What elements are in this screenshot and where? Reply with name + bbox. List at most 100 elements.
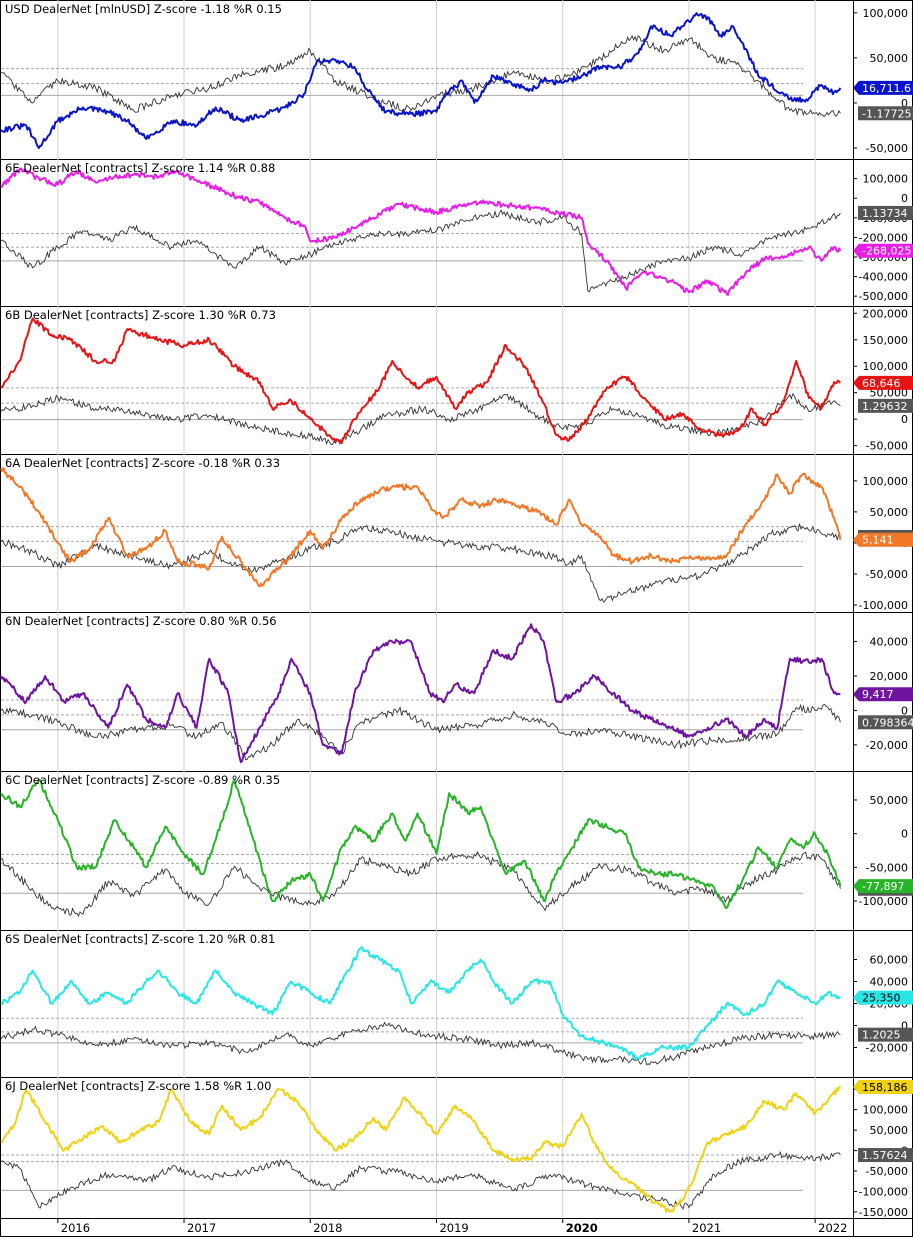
panel-6: 50,0000-50,000-100,000-0.888645-77,8976C… xyxy=(0,771,913,931)
panel-title: 6J DealerNet [contracts] Z-score 1.58 %R… xyxy=(5,1079,271,1093)
last-value-badge: 9,417 xyxy=(853,687,913,702)
y-tick-label: -400,000 xyxy=(859,271,908,284)
dealernet-series-line xyxy=(0,778,842,909)
last-value-badge-bg xyxy=(853,687,913,702)
last-value-badge-bg xyxy=(853,375,913,390)
last-value-badge: 16,711.6 xyxy=(853,80,913,95)
y-tick-label: -50,000 xyxy=(866,568,908,581)
zscore-badge-text: 1.13734 xyxy=(862,207,908,220)
y-tick-label: 50,000 xyxy=(870,506,909,519)
y-tick-label: -100,000 xyxy=(859,599,908,612)
dealernet-series-line xyxy=(0,623,841,764)
y-tick-label: -20,000 xyxy=(866,1042,908,1055)
y-tick-label: 50,000 xyxy=(870,794,909,807)
zscore-oscillator-line xyxy=(0,34,841,118)
zscore-oscillator-line xyxy=(0,392,841,446)
y-tick-label: 50,000 xyxy=(870,52,909,65)
y-tick-label: 100,000 xyxy=(863,173,909,186)
y-tick-label: 50,000 xyxy=(870,1124,909,1137)
last-value-badge-text: 9,417 xyxy=(862,688,894,701)
zscore-value-badge: 1.57624 xyxy=(858,1148,913,1163)
last-value-badge-bg xyxy=(853,80,913,95)
y-tick-label: 40,000 xyxy=(870,976,909,989)
panel-title: 6B DealerNet [contracts] Z-score 1.30 %R… xyxy=(5,308,276,322)
y-tick-label: 100,000 xyxy=(863,475,909,488)
zscore-badge-text: -1.17725 xyxy=(862,107,911,120)
y-tick-label: 0 xyxy=(901,704,908,717)
dealernet-series-line xyxy=(0,1085,842,1213)
panel-title: 6N DealerNet [contracts] Z-score 0.80 %R… xyxy=(5,614,277,628)
last-value-badge-text: 16,711.6 xyxy=(862,82,911,95)
zscore-badge-text: 0.798364 xyxy=(862,716,913,729)
y-tick-label: 150,000 xyxy=(863,334,909,347)
y-tick-label: -50,000 xyxy=(866,440,908,453)
last-value-badge: -268,025 xyxy=(853,243,913,258)
y-tick-label: 0 xyxy=(901,1020,908,1033)
time-axis: 2016 2017 2018 2019 2020 2021 2022 xyxy=(57,1218,847,1235)
zscore-oscillator-line xyxy=(0,209,841,293)
panel-title: 6S DealerNet [contracts] Z-score 1.20 %R… xyxy=(5,932,275,946)
y-tick-label: 40,000 xyxy=(870,636,909,649)
panel-3: 200,000 150,000 100,000 50,000 0 -50,000 1.296… xyxy=(0,306,913,455)
dealernet-series-line xyxy=(0,12,842,149)
zscore-badge-bg xyxy=(858,205,913,220)
last-value-badge-bg xyxy=(853,1080,913,1094)
y-tick-label: 20,000 xyxy=(870,670,909,683)
y-tick-label: 100,000 xyxy=(863,360,909,373)
y-tick-label: 50,000 xyxy=(870,387,909,400)
y-tick-label: 60,000 xyxy=(870,954,909,967)
zscore-oscillator-line xyxy=(0,1021,841,1066)
zscore-badge-text: 1.57624 xyxy=(862,1149,908,1162)
zscore-value-badge: 1.13734 xyxy=(858,205,913,220)
x-tick-label: 2020 xyxy=(566,1221,598,1235)
y-tick-label: 0 xyxy=(901,192,908,205)
y-tick-label: 100,000 xyxy=(863,1104,909,1117)
panel-title: 6E DealerNet [contracts] Z-score 1.14 %R… xyxy=(5,161,275,175)
zscore-badge-bg xyxy=(858,106,913,121)
dealernet-series-line xyxy=(0,946,841,1061)
last-value-badge: -77,897 xyxy=(853,879,913,894)
panel-5: 40,000 20,000 0 -20,000 0.798364 9,417 6N Deal… xyxy=(0,612,913,772)
last-value-badge: 158,186 xyxy=(853,1080,913,1094)
y-tick-label: -150,000 xyxy=(859,1206,908,1219)
x-tick-label: 2022 xyxy=(818,1221,847,1235)
y-tick-label: -50,000 xyxy=(866,861,908,874)
x-tick-label: 2017 xyxy=(187,1221,216,1235)
y-tick-label: 0 xyxy=(901,97,908,110)
y-tick-label: -50,000 xyxy=(866,1165,908,1178)
last-value-badge-bg xyxy=(853,990,913,1005)
y-tick-label: -100,000 xyxy=(859,1185,908,1198)
zscore-oscillator-line xyxy=(0,850,841,918)
x-tick-label: 2019 xyxy=(439,1221,468,1235)
y-tick-label: -20,000 xyxy=(866,739,908,752)
zscore-badge-text: 1.2025 xyxy=(862,1029,901,1042)
x-tick-label: 2016 xyxy=(61,1221,90,1235)
panel-4: 100,00050,0000-50,000-100,000-0.1770865,… xyxy=(0,454,913,613)
zscore-value-badge: 1.2025 xyxy=(858,1027,913,1042)
zscore-badge-text: 1.29632 xyxy=(862,400,908,413)
y-tick-label: 200,000 xyxy=(863,307,909,320)
last-value-badge-bg xyxy=(853,532,913,547)
last-value-badge-text: -77,897 xyxy=(862,880,904,893)
zscore-badge-bg xyxy=(858,1027,913,1042)
zscore-oscillator-line xyxy=(0,1151,841,1210)
panel-2: 100,0000-100,000-200,000-300,000-400,000… xyxy=(0,159,913,307)
last-value-badge-text: 5,141 xyxy=(862,534,894,547)
panel-1: 100,000 50,000 0 -50,000 -1.17725 16,711.6 USD… xyxy=(0,0,913,160)
dealernet-series-line xyxy=(0,467,842,588)
panel-8: 150,000100,00050,0000-50,000-100,000-150… xyxy=(0,1077,913,1219)
zscore-oscillator-line xyxy=(0,523,841,603)
panel-title: 6A DealerNet [contracts] Z-score -0.18 %… xyxy=(5,456,280,470)
zscore-badge-bg xyxy=(858,398,913,413)
last-value-badge: 25,350 xyxy=(853,990,913,1005)
last-value-badge: 5,141 xyxy=(853,532,913,547)
last-value-badge-text: -268,025 xyxy=(862,245,911,258)
y-tick-label: 0 xyxy=(901,828,908,841)
y-tick-label: 100,000 xyxy=(863,7,909,20)
dealernet-series-line xyxy=(0,317,842,444)
y-tick-label: -500,000 xyxy=(859,290,908,303)
y-tick-label: -200,000 xyxy=(859,231,908,244)
last-value-badge-text: 25,350 xyxy=(862,992,901,1005)
